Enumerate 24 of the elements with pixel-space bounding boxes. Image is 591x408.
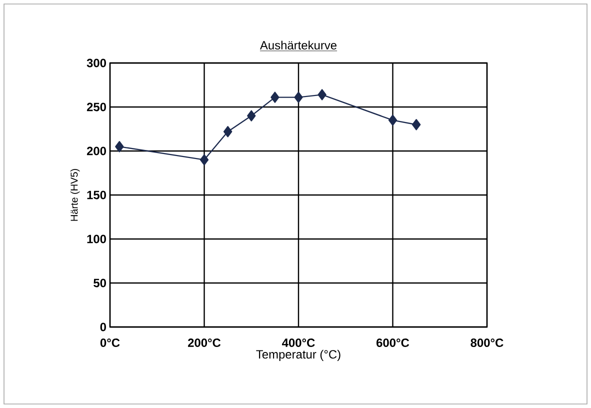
- point: [388, 114, 398, 126]
- y-tick-label: 250: [86, 102, 106, 112]
- point: [200, 154, 209, 166]
- point: [294, 92, 303, 103]
- point: [115, 141, 124, 152]
- y-tick-label: 150: [87, 190, 106, 200]
- point: [270, 92, 280, 103]
- x-tick-label: 200°C: [188, 338, 221, 347]
- x-tick-label: 600°C: [376, 338, 410, 347]
- x-tick-label: 800°C: [470, 338, 504, 347]
- y-tick-label: 100: [87, 234, 106, 244]
- x-axis-title: Temperatur (°C): [256, 350, 340, 361]
- y-tick-label: 50: [94, 278, 106, 288]
- y-axis-title: Härte (HV5): [70, 169, 80, 221]
- y-tick-label: 0: [100, 322, 106, 332]
- point: [247, 110, 256, 122]
- point: [223, 126, 232, 138]
- point: [412, 119, 421, 130]
- y-tick-label: 300: [86, 58, 106, 68]
- x-tick-label: 400°C: [282, 338, 315, 347]
- y-tick-label: 200: [86, 146, 106, 156]
- point: [318, 89, 326, 100]
- x-tick-label: 0°C: [100, 338, 120, 347]
- chart-title: Aushärtekurve: [260, 40, 336, 50]
